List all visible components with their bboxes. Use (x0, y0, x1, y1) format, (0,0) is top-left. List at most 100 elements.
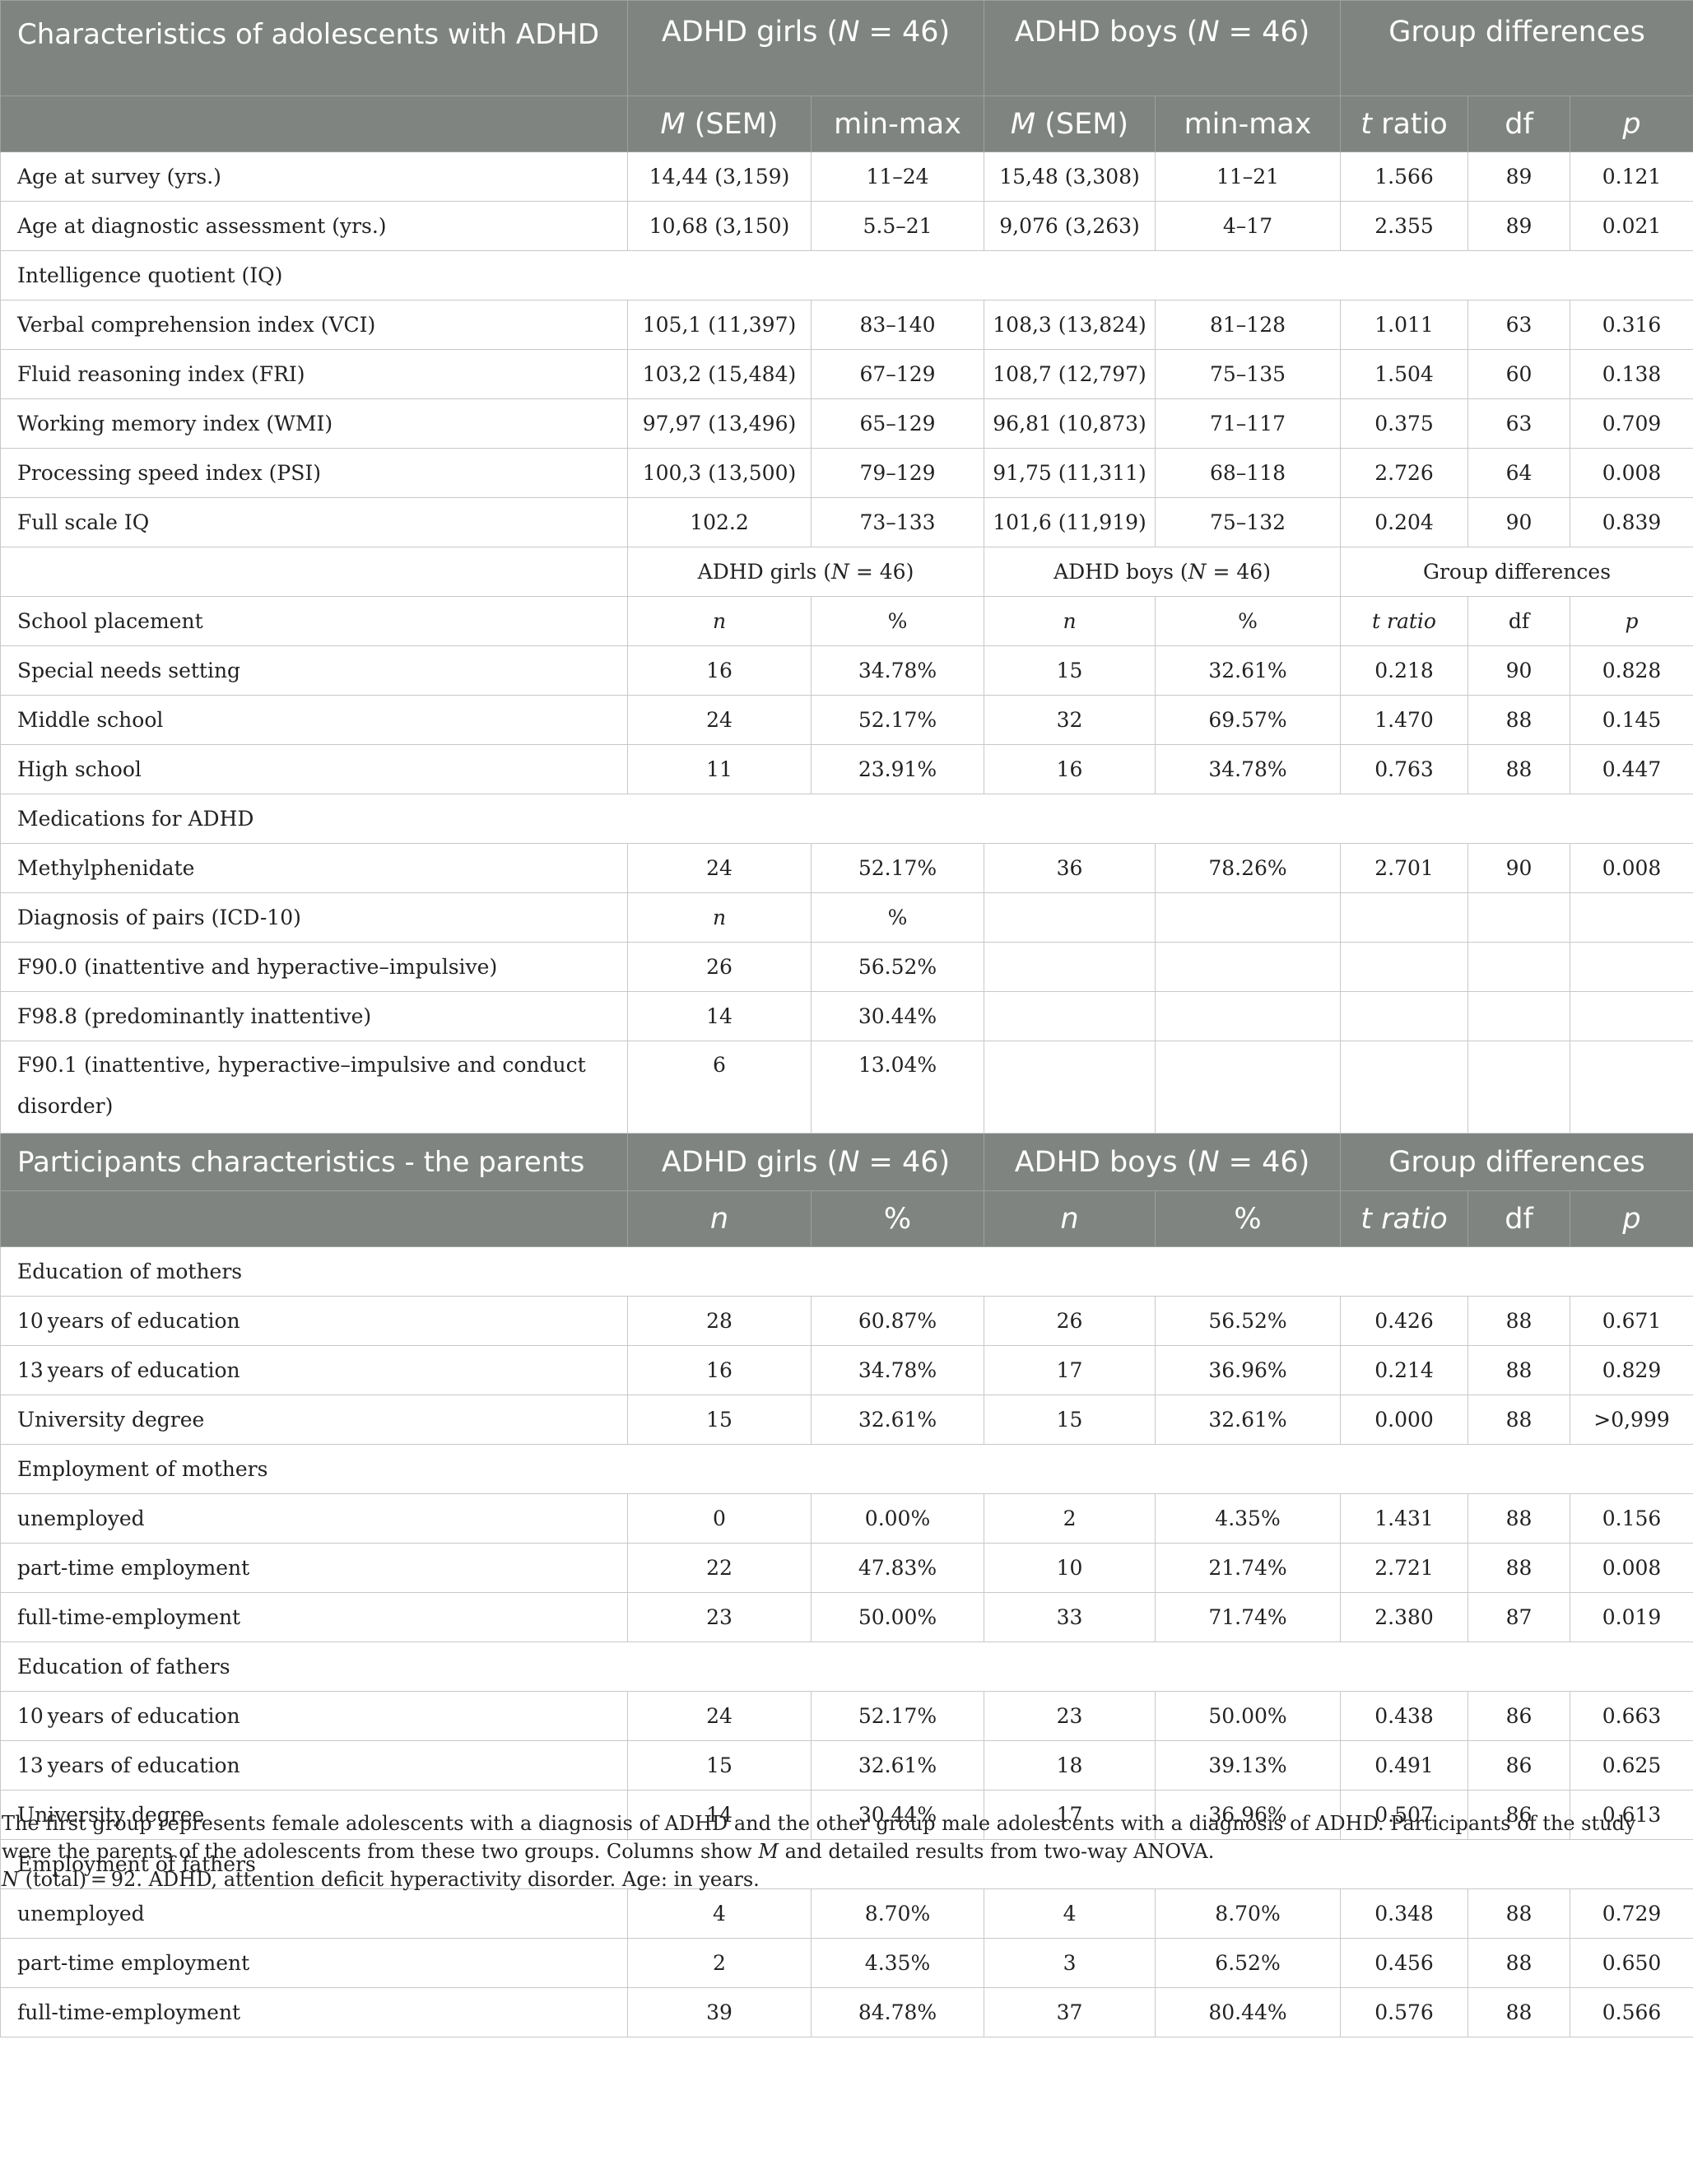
table-cell: 2 (627, 1938, 812, 1988)
table-cell: 80.44% (1155, 1987, 1342, 2037)
table-cell: 0.121 (1570, 151, 1693, 202)
table-cell: 32.61% (810, 1740, 985, 1791)
table-container: Characteristics of adolescents with ADHD… (0, 0, 1693, 2037)
table-cell: 34.78% (1155, 744, 1342, 794)
table-cell: 50.00% (1155, 1691, 1342, 1741)
empty-cell (1467, 1041, 1571, 1134)
row-label: University degree (0, 1395, 628, 1445)
row-label: 10 years of education (0, 1691, 628, 1741)
table-row: University degree 15 32.61% 15 32.61% 0.000 88… (0, 1395, 1693, 1445)
table-cell: 9,076 (3,263) (984, 201, 1156, 251)
table-cell: 63 (1467, 300, 1571, 350)
row-label: Middle school (0, 695, 628, 745)
table-cell: 1.011 (1340, 300, 1469, 350)
table-cell: 32.61% (1155, 1395, 1342, 1445)
group-header: ADHD boys (N = 46) (984, 547, 1342, 597)
row-label: Special needs setting (0, 645, 628, 696)
empty-cell (984, 942, 1156, 992)
table-row: Middle school 24 52.17% 32 69.57% 1.470 88 0.14… (0, 695, 1693, 745)
table-cell: 36.96% (1155, 1345, 1342, 1395)
row-label: 13 years of education (0, 1345, 628, 1395)
group-header: ADHD girls (N = 46) (626, 547, 985, 597)
table-cell: 88 (1467, 1395, 1571, 1445)
table-cell: 0.348 (1340, 1888, 1469, 1939)
table-cell: 68–118 (1155, 448, 1342, 498)
sub-group-header-row: ADHD girls (N = 46) ADHD boys (N = 46) Gro… (0, 547, 1693, 597)
column-header: % (810, 1190, 985, 1247)
table-cell: 0.008 (1570, 1543, 1693, 1593)
empty-cell (1340, 1041, 1469, 1134)
subheader-row: n% n% t ratio df p (0, 1190, 1693, 1247)
row-label: full-time-employment (0, 1987, 628, 2037)
data-table: Characteristics of adolescents with ADHD… (0, 0, 1693, 2037)
empty-cell (984, 892, 1156, 943)
table-cell: 52.17% (810, 1691, 985, 1741)
group-header: ADHD girls (N = 46) (626, 0, 985, 96)
table-cell: 0.019 (1570, 1592, 1693, 1642)
table-cell: 34.78% (810, 1345, 985, 1395)
table-row: 13 years of education 16 34.78% 17 36.96% 0.2… (0, 1345, 1693, 1395)
table-cell: 86 (1467, 1691, 1571, 1741)
table-cell: 100,3 (13,500) (627, 448, 812, 498)
table-cell: 4 (627, 1888, 812, 1939)
row-label: Fluid reasoning index (FRI) (0, 349, 628, 399)
group-label-row: Education of mothers (0, 1246, 1693, 1297)
table-cell: 0.729 (1570, 1888, 1693, 1939)
row-label: F90.0 (inattentive and hyperactive–impul… (0, 942, 628, 992)
table-cell: 2.721 (1340, 1543, 1469, 1593)
table-cell: 13.04% (810, 1041, 985, 1134)
table-row: F98.8 (predominantly inattentive) 14 30.44… (0, 991, 1693, 1041)
table-cell: 4.35% (1155, 1493, 1342, 1544)
diagnosis-header-row: Diagnosis of pairs (ICD-10) n% (0, 892, 1693, 943)
table-cell: 2 (984, 1493, 1156, 1544)
table-row: 10 years of education 28 60.87% 26 56.52% 0.4… (0, 1296, 1693, 1346)
group-label-row: Medications for ADHD (0, 794, 1693, 844)
table-cell: 32.61% (810, 1395, 985, 1445)
table-cell: 0.447 (1570, 744, 1693, 794)
empty-cell (1340, 892, 1469, 943)
table-cell: 0.426 (1340, 1296, 1469, 1346)
row-label: Processing speed index (PSI) (0, 448, 628, 498)
table-cell: 39.13% (1155, 1740, 1342, 1791)
table-cell: 60 (1467, 349, 1571, 399)
table-cell: 8.70% (810, 1888, 985, 1939)
table-cell: 1.431 (1340, 1493, 1469, 1544)
table-cell: 2.355 (1340, 201, 1469, 251)
table-row: full-time-employment 23 50.00% 33 71.74% 2.38… (0, 1592, 1693, 1642)
table-cell: 108,7 (12,797) (984, 349, 1156, 399)
column-header: n (627, 892, 812, 943)
table-cell: 10,68 (3,150) (627, 201, 812, 251)
table-cell: 71.74% (1155, 1592, 1342, 1642)
table-cell: 23.91% (810, 744, 985, 794)
empty-cell (1467, 892, 1571, 943)
column-header: % (810, 596, 985, 646)
table-cell: 14 (627, 991, 812, 1041)
table-row: 13 years of education 15 32.61% 18 39.13% 0.4… (0, 1740, 1693, 1791)
empty-cell (1155, 942, 1342, 992)
row-label: Full scale IQ (0, 497, 628, 547)
table-cell: 88 (1467, 1543, 1571, 1593)
table-cell: 0.763 (1340, 744, 1469, 794)
table-cell: 0.576 (1340, 1987, 1469, 2037)
column-header: n (627, 1190, 812, 1247)
table-cell: 30.44% (810, 991, 985, 1041)
table-cell: 64 (1467, 448, 1571, 498)
table-cell: 0.021 (1570, 201, 1693, 251)
table-cell: 0 (627, 1493, 812, 1544)
group-label: Intelligence quotient (IQ) (0, 250, 1693, 300)
table-cell: 16 (627, 1345, 812, 1395)
table-cell: 33 (984, 1592, 1156, 1642)
table-cell: 47.83% (810, 1543, 985, 1593)
empty-cell (1570, 1041, 1693, 1134)
table-cell: 4–17 (1155, 201, 1342, 251)
table-row: Working memory index (WMI) 97,97 (13,496)… (0, 398, 1693, 449)
table-cell: 0.828 (1570, 645, 1693, 696)
column-header: t ratio (1340, 95, 1469, 152)
table-cell: 23 (627, 1592, 812, 1642)
empty-cell (1340, 991, 1469, 1041)
table-row: F90.0 (inattentive and hyperactive–impul… (0, 942, 1693, 992)
table-cell: 34.78% (810, 645, 985, 696)
section-title: Participants characteristics - the paren… (0, 1133, 628, 1191)
table-cell: 14,44 (3,159) (627, 151, 812, 202)
column-header: df (1467, 1190, 1571, 1247)
